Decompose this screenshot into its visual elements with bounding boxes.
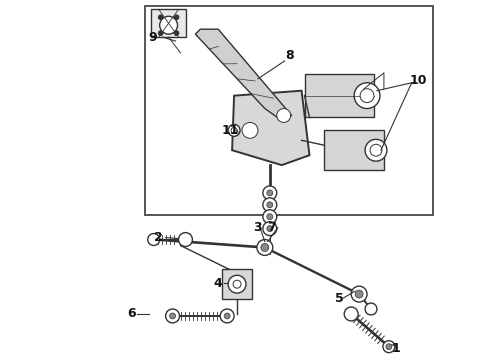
Circle shape <box>383 341 395 353</box>
Circle shape <box>257 239 273 255</box>
Circle shape <box>158 31 163 36</box>
Circle shape <box>166 309 179 323</box>
Bar <box>151 9 187 37</box>
Circle shape <box>231 127 237 133</box>
Text: 5: 5 <box>335 292 343 305</box>
Text: 9: 9 <box>148 31 157 44</box>
Circle shape <box>267 202 273 208</box>
Polygon shape <box>196 29 292 121</box>
Text: 7: 7 <box>268 221 276 234</box>
Circle shape <box>220 309 234 323</box>
Text: 4: 4 <box>214 277 222 290</box>
Circle shape <box>263 222 277 235</box>
Circle shape <box>178 233 193 247</box>
Circle shape <box>263 198 277 212</box>
Circle shape <box>170 313 175 319</box>
Circle shape <box>158 15 163 20</box>
Circle shape <box>351 286 367 302</box>
Circle shape <box>370 144 382 156</box>
Circle shape <box>224 313 230 319</box>
Text: 1: 1 <box>392 342 400 355</box>
Circle shape <box>228 125 240 136</box>
Circle shape <box>148 234 160 246</box>
Circle shape <box>354 83 380 109</box>
Circle shape <box>267 226 273 231</box>
Circle shape <box>263 210 277 224</box>
Circle shape <box>233 280 241 288</box>
Text: 2: 2 <box>154 231 163 244</box>
Circle shape <box>365 303 377 315</box>
Circle shape <box>174 31 179 36</box>
Circle shape <box>160 16 177 34</box>
Text: 11: 11 <box>221 124 239 137</box>
Circle shape <box>263 186 277 200</box>
Bar <box>324 130 384 170</box>
Circle shape <box>174 15 179 20</box>
Text: 6: 6 <box>127 307 136 320</box>
Circle shape <box>277 109 291 122</box>
Bar <box>222 269 252 299</box>
Circle shape <box>267 190 273 196</box>
Circle shape <box>365 139 387 161</box>
Circle shape <box>355 290 363 298</box>
Bar <box>305 74 374 117</box>
Bar <box>145 6 433 215</box>
Text: 10: 10 <box>410 74 427 87</box>
Circle shape <box>261 243 269 251</box>
Circle shape <box>344 307 358 321</box>
Circle shape <box>228 275 246 293</box>
Circle shape <box>386 344 392 350</box>
Circle shape <box>360 89 374 103</box>
Circle shape <box>242 122 258 138</box>
Polygon shape <box>232 91 310 165</box>
Circle shape <box>267 214 273 220</box>
Text: 8: 8 <box>285 49 294 63</box>
Text: 3: 3 <box>254 221 262 234</box>
